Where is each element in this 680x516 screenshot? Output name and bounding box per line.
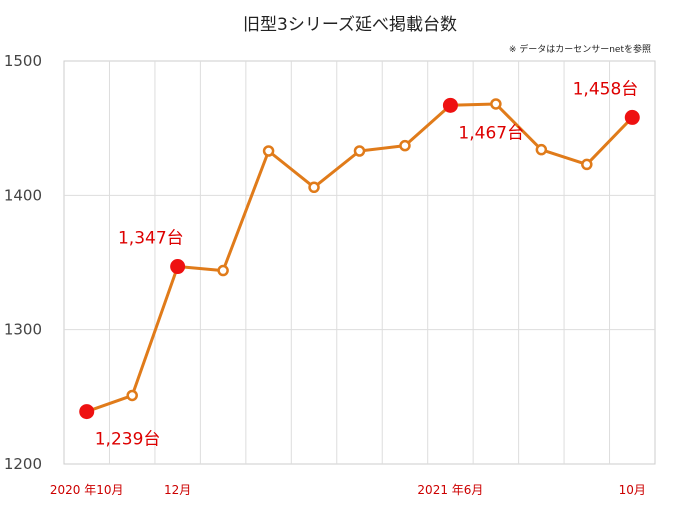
- y-axis-ticks: 1200 1300 1400 1500: [4, 52, 42, 473]
- data-label: 1,458台: [573, 79, 639, 99]
- data-point: [262, 145, 275, 157]
- data-point: [126, 389, 138, 402]
- x-axis-ticks: 2020 年10月 12月 2021 年6月 10月: [50, 483, 646, 497]
- data-point: [353, 145, 366, 157]
- data-point: [581, 158, 593, 171]
- data-point: [490, 98, 502, 110]
- data-label: 1,347台: [118, 229, 184, 249]
- source-note: ※ データはカーセンサーnetを参照: [509, 43, 651, 55]
- highlight-point: [79, 404, 95, 420]
- highlight-point: [624, 109, 640, 125]
- highlight-point: [170, 259, 186, 275]
- data-label: 1,467台: [458, 123, 524, 143]
- data-point: [535, 143, 548, 156]
- plot-frame: [63, 60, 656, 465]
- y-tick-label: 1500: [4, 52, 42, 70]
- data-labels: 1,239台 1,347台 1,467台 1,458台: [95, 79, 639, 449]
- data-label: 1,239台: [95, 430, 161, 450]
- x-tick-label: 10月: [619, 483, 646, 497]
- x-tick-label: 2021 年6月: [417, 483, 483, 497]
- y-tick-label: 1400: [4, 186, 42, 204]
- highlight-point: [442, 97, 458, 113]
- grid: [63, 60, 656, 465]
- y-tick-label: 1200: [4, 455, 42, 473]
- chart-title: 旧型3シリーズ延べ掲載台数: [243, 15, 457, 35]
- y-tick-label: 1300: [4, 321, 42, 339]
- x-tick-label: 12月: [164, 483, 191, 497]
- data-point: [399, 139, 411, 152]
- data-points: [79, 97, 640, 420]
- x-tick-label: 2020 年10月: [50, 483, 124, 497]
- data-point: [217, 264, 229, 277]
- data-point: [308, 181, 320, 194]
